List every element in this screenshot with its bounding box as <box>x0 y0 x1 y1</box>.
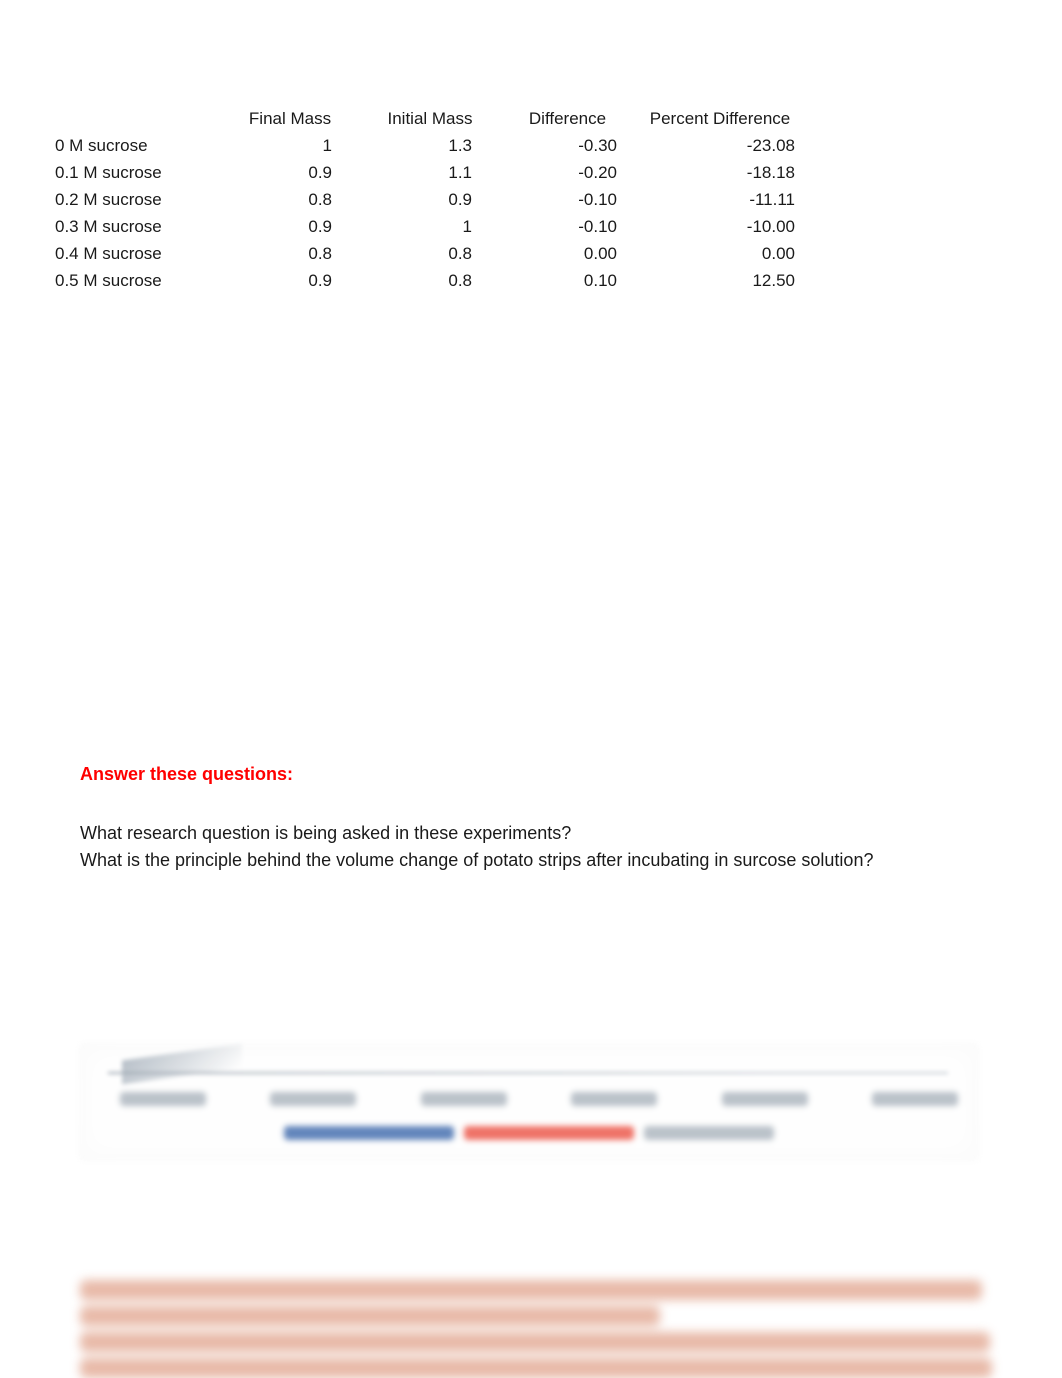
table-cell: 0.1 M sucrose <box>55 159 220 186</box>
redacted-paragraph <box>80 1280 982 1378</box>
table-cell: -11.11 <box>635 186 795 213</box>
table-header-cell: Percent Difference <box>635 105 795 132</box>
chart-tick <box>120 1092 206 1106</box>
table-cell: 0.9 <box>220 159 360 186</box>
table-cell: -18.18 <box>635 159 795 186</box>
table-cell: 0.00 <box>635 240 795 267</box>
table-cell: -0.10 <box>500 213 635 240</box>
chart-tick <box>421 1092 507 1106</box>
table-cell: 0.9 <box>220 267 360 294</box>
table-cell: 12.50 <box>635 267 795 294</box>
table-cell: -23.08 <box>635 132 795 159</box>
chart-ticks <box>120 1092 958 1106</box>
table-header-cell: Final Mass <box>220 105 360 132</box>
table-cell: 0.00 <box>500 240 635 267</box>
mass-difference-table: Final Mass Initial Mass Difference Perce… <box>55 105 982 294</box>
table-cell: -0.30 <box>500 132 635 159</box>
table-row: 0.5 M sucrose 0.9 0.8 0.10 12.50 <box>55 267 982 294</box>
table-cell: 0.3 M sucrose <box>55 213 220 240</box>
table-cell: 1.1 <box>360 159 500 186</box>
chart-tick <box>722 1092 808 1106</box>
table-row: 0.4 M sucrose 0.8 0.8 0.00 0.00 <box>55 240 982 267</box>
table-cell: 1 <box>220 132 360 159</box>
redacted-line <box>80 1332 990 1352</box>
document-page: Final Mass Initial Mass Difference Perce… <box>0 0 1062 1378</box>
table-cell: 0.9 <box>360 186 500 213</box>
questions-body: What research question is being asked in… <box>80 820 982 874</box>
table-cell: 0.2 M sucrose <box>55 186 220 213</box>
table-header-cell: Initial Mass <box>360 105 500 132</box>
questions-heading: Answer these questions: <box>80 764 982 785</box>
table-cell: -0.10 <box>500 186 635 213</box>
table-cell: 0.5 M sucrose <box>55 267 220 294</box>
table-cell: 1.3 <box>360 132 500 159</box>
redacted-line <box>80 1358 992 1378</box>
table-cell: -0.20 <box>500 159 635 186</box>
table-cell: 1 <box>360 213 500 240</box>
table-cell: 0.8 <box>360 267 500 294</box>
question-line: What research question is being asked in… <box>80 820 982 847</box>
chart-axis <box>108 1072 948 1074</box>
table-cell: 0.4 M sucrose <box>55 240 220 267</box>
table-cell: 0.8 <box>220 186 360 213</box>
chart-tick <box>571 1092 657 1106</box>
chart-tick <box>872 1092 958 1106</box>
chart-caption <box>80 1126 978 1140</box>
table-header-row: Final Mass Initial Mass Difference Perce… <box>55 105 982 132</box>
redacted-line <box>80 1280 982 1300</box>
redacted-line <box>80 1306 660 1326</box>
question-line: What is the principle behind the volume … <box>80 847 982 874</box>
table-cell: 0.9 <box>220 213 360 240</box>
chart-tick <box>270 1092 356 1106</box>
table-row: 0.3 M sucrose 0.9 1 -0.10 -10.00 <box>55 213 982 240</box>
blurred-chart <box>80 1044 978 1160</box>
table-cell: 0.10 <box>500 267 635 294</box>
table-cell: 0.8 <box>220 240 360 267</box>
caption-segment <box>644 1126 774 1140</box>
table-cell: 0.8 <box>360 240 500 267</box>
table-row: 0.2 M sucrose 0.8 0.9 -0.10 -11.11 <box>55 186 982 213</box>
table-row: 0.1 M sucrose 0.9 1.1 -0.20 -18.18 <box>55 159 982 186</box>
table-row: 0 M sucrose 1 1.3 -0.30 -23.08 <box>55 132 982 159</box>
table-header-cell: Difference <box>500 105 635 132</box>
chart-slope <box>122 1044 242 1085</box>
table-cell: -10.00 <box>635 213 795 240</box>
caption-segment <box>284 1126 454 1140</box>
caption-segment <box>464 1126 634 1140</box>
table-cell: 0 M sucrose <box>55 132 220 159</box>
